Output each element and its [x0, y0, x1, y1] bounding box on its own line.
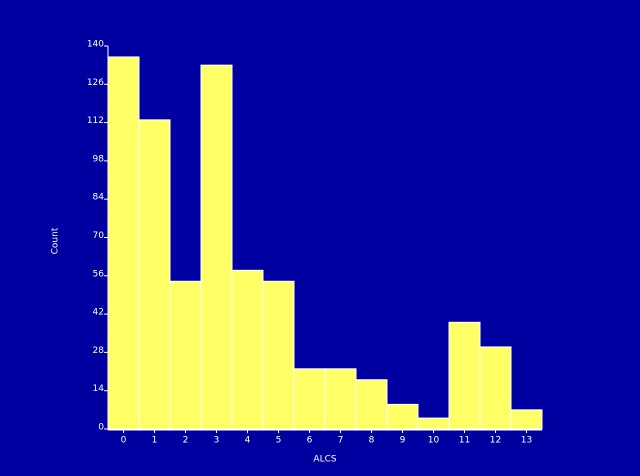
y-axis-label: Count: [51, 227, 61, 254]
x-tick-label: 9: [400, 436, 406, 446]
x-tick-label: 5: [276, 436, 282, 446]
bar: [355, 379, 388, 430]
bar: [324, 368, 357, 430]
y-tick-label: 126: [87, 78, 104, 88]
y-tick-label: 98: [93, 154, 105, 164]
y-tick-label: 112: [87, 116, 104, 126]
y-tick-label: 42: [93, 308, 104, 318]
bar: [386, 403, 419, 430]
bar: [293, 368, 326, 430]
y-tick-label: 56: [93, 269, 105, 279]
bar: [200, 64, 233, 430]
x-tick-label: 2: [183, 436, 189, 446]
bar: [107, 56, 140, 430]
y-tick-label: 0: [98, 423, 104, 433]
x-tick-label: 3: [214, 436, 220, 446]
bar: [138, 119, 171, 430]
bar: [417, 417, 450, 430]
x-axis-label: ALCS: [313, 455, 336, 465]
x-tick-label: 11: [459, 436, 470, 446]
bar: [510, 409, 543, 430]
x-tick-label: 1: [152, 436, 158, 446]
x-tick-label: 10: [428, 436, 440, 446]
bar: [448, 321, 481, 430]
x-tick-label: 6: [307, 436, 313, 446]
bar: [479, 346, 512, 430]
bar: [231, 269, 264, 430]
y-tick-label: 84: [93, 193, 105, 203]
bar: [169, 280, 202, 430]
y-tick-label: 14: [93, 384, 105, 394]
y-tick-label: 140: [87, 40, 104, 50]
bar: [262, 280, 295, 430]
x-tick-label: 8: [369, 436, 375, 446]
x-tick-label: 0: [121, 436, 127, 446]
y-tick-label: 28: [93, 346, 105, 356]
x-tick-label: 4: [245, 436, 251, 446]
x-tick-label: 7: [338, 436, 344, 446]
y-tick-label: 70: [93, 231, 105, 241]
x-tick-label: 13: [521, 436, 532, 446]
x-tick-label: 12: [490, 436, 501, 446]
